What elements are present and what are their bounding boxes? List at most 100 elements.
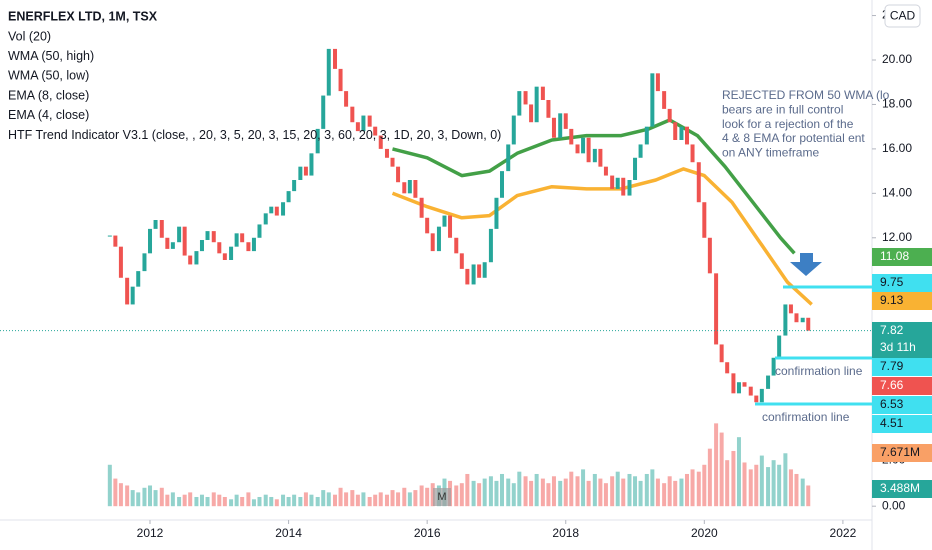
volume-bar — [777, 464, 782, 507]
candle-body — [748, 386, 753, 396]
candle-body — [205, 231, 210, 240]
candle-body — [551, 117, 556, 138]
currency-button[interactable] — [884, 4, 921, 28]
volume-bar — [702, 464, 707, 507]
candle-body — [511, 115, 516, 145]
volume-bar — [794, 473, 799, 507]
annotation-line: on ANY timeframe — [722, 145, 819, 159]
volume-bar — [240, 496, 245, 507]
candle-body — [759, 388, 764, 403]
volume-bar — [148, 485, 153, 507]
volume-bar — [667, 476, 672, 507]
volume-bar — [575, 476, 580, 507]
volume-bar — [719, 432, 724, 507]
currency[interactable]: CAD — [890, 9, 916, 23]
volume-bar — [638, 480, 643, 507]
candle-body — [806, 317, 811, 331]
price-tag-label: 7.79 — [880, 359, 904, 373]
volume-bar — [465, 473, 470, 507]
candle-body — [482, 262, 487, 278]
volume-bar — [107, 464, 112, 507]
chart-title: ENERFLEX LTD, 1M, TSX — [8, 9, 158, 23]
volume-bar — [430, 483, 435, 507]
candle-body — [494, 197, 499, 229]
candle-body — [471, 264, 476, 285]
legend-entry: Vol (20) — [8, 29, 51, 43]
price-tag-label: 11.08 — [880, 249, 909, 263]
volume-bar — [425, 487, 430, 507]
volume-bar — [402, 487, 407, 507]
volume-bar — [113, 478, 118, 507]
volume-bar — [286, 496, 291, 507]
volume-bar — [234, 494, 239, 507]
volume-bar — [159, 487, 164, 507]
candle-body — [263, 213, 268, 225]
volume-bar — [257, 496, 262, 507]
price-tag-label: 6.53 — [880, 397, 904, 411]
candle-body — [794, 313, 799, 323]
candle-body — [419, 197, 424, 218]
candle-body — [350, 106, 355, 123]
candle-body — [373, 126, 378, 136]
moving-average — [391, 167, 813, 306]
candle-body — [344, 91, 349, 107]
candle-body — [153, 220, 158, 229]
price-tag — [872, 444, 932, 462]
candle-body — [274, 206, 279, 216]
candle-body — [298, 166, 303, 180]
volume-bar — [333, 494, 338, 507]
candle-body — [378, 135, 383, 149]
volume-bar — [263, 494, 268, 507]
candle-body — [633, 157, 638, 180]
candle-body — [558, 113, 563, 138]
volume-bar — [373, 494, 378, 507]
candle-body — [581, 137, 586, 154]
price-tag — [872, 396, 932, 414]
candle-body — [315, 128, 320, 154]
volume-bar — [494, 480, 499, 507]
candle-body — [338, 68, 343, 92]
volume-bar — [551, 476, 556, 507]
candle-body — [679, 126, 684, 140]
candle-body — [211, 231, 216, 243]
candle-body — [586, 137, 591, 163]
volume-bar — [136, 492, 141, 507]
volume-bar — [633, 476, 638, 507]
volume-bar — [499, 473, 504, 507]
candle-body — [321, 95, 326, 129]
candle-body — [246, 242, 251, 252]
candle-body — [702, 202, 707, 238]
volume-bar — [610, 476, 615, 507]
volume-bar — [621, 478, 626, 507]
volume-bar — [413, 490, 418, 507]
candle-body — [621, 177, 626, 196]
candle-body — [603, 166, 608, 176]
volume-bar — [350, 490, 355, 507]
legend-entry: WMA (50, low) — [8, 69, 89, 83]
candle-body — [592, 148, 597, 163]
candle-body — [598, 148, 603, 167]
candle-body — [194, 251, 199, 265]
volume-bar — [177, 496, 182, 507]
candle-body — [650, 73, 655, 127]
volume-bar — [679, 478, 684, 507]
price-tag — [872, 322, 932, 358]
volume-bar — [384, 494, 389, 507]
candle-body — [425, 217, 430, 234]
volume-bar — [783, 453, 788, 507]
candle-body — [546, 100, 551, 118]
candle-body — [690, 144, 695, 163]
candle-body — [615, 177, 620, 189]
volume-bar — [707, 448, 712, 507]
legend: ENERFLEX LTD, 1M, TSX Vol (20) WMA (50, h… — [8, 9, 501, 142]
volume-bar — [736, 437, 741, 507]
volume-bar — [419, 485, 424, 507]
candle-body — [448, 215, 453, 238]
volume-bar — [344, 492, 349, 507]
volume-bar — [118, 483, 123, 507]
candle-body — [442, 215, 447, 227]
candle-body — [742, 382, 747, 387]
x-tick-label: 2012 — [137, 526, 164, 540]
candle-body — [569, 128, 574, 145]
y-tick-label: 18.00 — [882, 97, 912, 111]
